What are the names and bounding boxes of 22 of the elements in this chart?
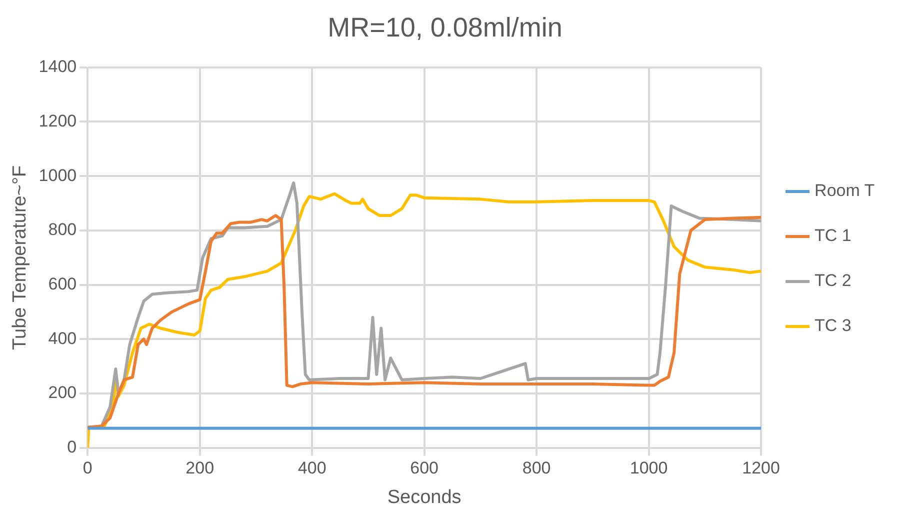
- x-tick-label: 600: [410, 458, 439, 478]
- x-tick-label: 1000: [630, 458, 668, 478]
- legend-label: TC 2: [814, 271, 852, 290]
- legend-label: TC 1: [814, 226, 852, 246]
- x-axis-title: Seconds: [387, 486, 462, 508]
- x-tick-label: 800: [522, 458, 551, 478]
- y-tick-label: 600: [48, 274, 77, 294]
- chart-title: MR=10, 0.08ml/min: [328, 12, 562, 43]
- y-tick-label: 800: [48, 220, 77, 240]
- x-tick-label: 200: [186, 458, 214, 478]
- y-tick-label: 0: [67, 437, 77, 456]
- y-tick-label: 1000: [38, 166, 77, 185]
- y-axis-title: Tube Temperature~°F: [10, 165, 31, 350]
- x-tick-label: 1200: [742, 458, 780, 478]
- x-tick-label: 0: [82, 458, 92, 478]
- x-tick-label: 400: [298, 458, 326, 478]
- y-tick-label: 200: [48, 383, 77, 402]
- y-tick-label: 1200: [38, 111, 77, 130]
- legend-label: TC 3: [814, 316, 852, 336]
- legend-label: Room T: [814, 181, 875, 200]
- y-tick-label: 400: [48, 328, 77, 348]
- y-tick-label: 1400: [38, 57, 77, 76]
